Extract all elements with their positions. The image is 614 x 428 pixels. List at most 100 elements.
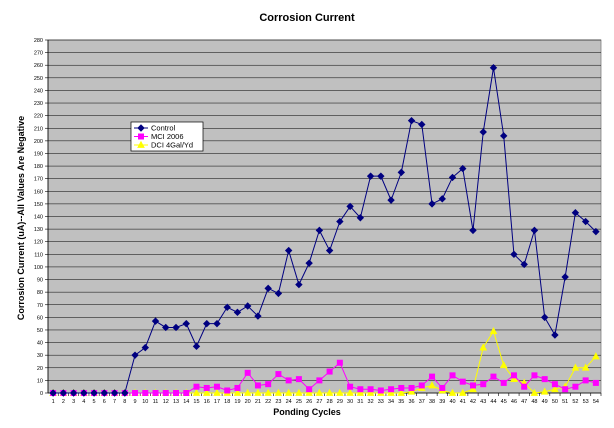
data-point-control [182, 319, 190, 328]
x-tick-label: 54 [593, 399, 599, 405]
data-point-mci-2006 [162, 390, 169, 396]
data-point-mci-2006 [224, 387, 231, 394]
x-tick-label: 9 [134, 399, 137, 405]
data-point-control [479, 128, 487, 136]
data-point-mci-2006 [152, 390, 159, 396]
data-point-dci-4gal-yd [233, 388, 242, 396]
x-tick-label: 31 [357, 399, 363, 405]
data-point-mci-2006 [234, 384, 241, 391]
data-point-dci-4gal-yd [448, 388, 457, 396]
data-point-mci-2006 [418, 382, 425, 389]
x-tick-label: 51 [562, 399, 568, 405]
y-tick-label: 120 [34, 240, 43, 246]
data-point-mci-2006 [213, 383, 220, 390]
y-tick-label: 40 [37, 341, 43, 347]
y-tick-label: 210 [34, 126, 43, 132]
data-point-mci-2006 [500, 379, 507, 386]
x-tick-label: 53 [583, 399, 589, 405]
data-point-dci-4gal-yd [243, 388, 252, 396]
x-tick-label: 2 [62, 399, 65, 405]
data-point-dci-4gal-yd [274, 388, 283, 396]
data-point-control [530, 226, 539, 235]
data-point-control [551, 331, 559, 339]
data-point-dci-4gal-yd [305, 388, 313, 396]
data-point-control [131, 351, 139, 359]
y-tick-label: 150 [34, 202, 43, 208]
data-point-mci-2006 [142, 390, 149, 396]
x-tick-label: 38 [429, 399, 435, 405]
legend-marker-dci-4gal-yd [137, 140, 145, 148]
data-point-control [407, 116, 416, 125]
x-tick-label: 13 [173, 399, 179, 405]
y-tick-label: 220 [34, 114, 43, 120]
x-tick-label: 37 [419, 399, 425, 405]
data-point-mci-2006 [306, 386, 313, 393]
data-point-control [49, 389, 57, 397]
data-point-dci-4gal-yd [295, 388, 303, 396]
data-point-control [254, 312, 262, 320]
x-tick-label: 6 [103, 399, 106, 405]
data-point-dci-4gal-yd [499, 361, 508, 369]
data-point-dci-4gal-yd [366, 388, 375, 396]
data-point-control [80, 389, 88, 397]
data-point-dci-4gal-yd [581, 363, 590, 371]
y-tick-label: 250 [34, 76, 43, 82]
y-tick-label: 130 [34, 227, 43, 233]
data-point-mci-2006 [244, 369, 251, 376]
data-point-control [571, 209, 580, 217]
y-tick-label: 280 [34, 38, 43, 44]
data-point-control [151, 317, 160, 325]
data-point-mci-2006 [531, 372, 538, 379]
data-point-control [581, 217, 590, 226]
data-point-dci-4gal-yd [571, 363, 580, 371]
x-tick-label: 48 [531, 399, 537, 405]
x-tick-label: 1 [52, 399, 55, 405]
data-point-mci-2006 [398, 384, 405, 391]
data-point-mci-2006 [459, 378, 466, 385]
legend-marker-mci-2006 [138, 133, 144, 140]
data-point-mci-2006 [203, 384, 210, 391]
x-tick-label: 45 [501, 399, 507, 405]
data-point-control [264, 284, 272, 293]
data-point-mci-2006 [183, 390, 190, 396]
data-point-control [366, 172, 375, 180]
x-tick-label: 39 [439, 399, 445, 405]
data-point-control [510, 250, 518, 259]
data-point-mci-2006 [193, 383, 200, 390]
data-point-mci-2006 [592, 379, 599, 386]
data-point-mci-2006 [347, 383, 354, 390]
data-point-mci-2006 [316, 377, 323, 384]
x-tick-label: 12 [163, 399, 169, 405]
x-tick-label: 35 [398, 399, 404, 405]
y-tick-label: 80 [37, 290, 43, 296]
data-point-control [59, 389, 68, 397]
data-point-control [500, 132, 508, 140]
legend-marker-control [137, 124, 145, 132]
y-tick-label: 50 [37, 328, 43, 334]
data-point-mci-2006 [295, 376, 302, 383]
y-tick-label: 170 [34, 177, 43, 183]
data-point-control [397, 168, 406, 177]
x-tick-label: 20 [245, 399, 251, 405]
data-point-dci-4gal-yd [264, 388, 273, 396]
data-point-control [469, 226, 477, 235]
data-point-mci-2006 [541, 376, 548, 383]
data-point-dci-4gal-yd [469, 384, 477, 393]
legend-label-dci-4gal-yd: DCI 4Gal/Yd [151, 141, 193, 150]
data-point-dci-4gal-yd [428, 381, 436, 389]
data-point-control [69, 389, 78, 397]
data-point-control [243, 302, 252, 310]
x-tick-label: 50 [552, 399, 558, 405]
data-point-dci-4gal-yd [346, 388, 354, 396]
data-point-control [540, 313, 549, 322]
x-tick-label: 22 [265, 399, 271, 405]
x-tick-label: 8 [123, 399, 126, 405]
data-point-dci-4gal-yd [407, 387, 416, 395]
x-tick-label: 23 [275, 399, 281, 405]
data-point-control [284, 246, 293, 255]
legend-label-mci-2006: MCI 2006 [151, 132, 184, 141]
x-tick-label: 33 [378, 399, 384, 405]
data-point-control [213, 319, 221, 328]
y-tick-label: 200 [34, 139, 43, 145]
data-point-control [520, 260, 528, 269]
